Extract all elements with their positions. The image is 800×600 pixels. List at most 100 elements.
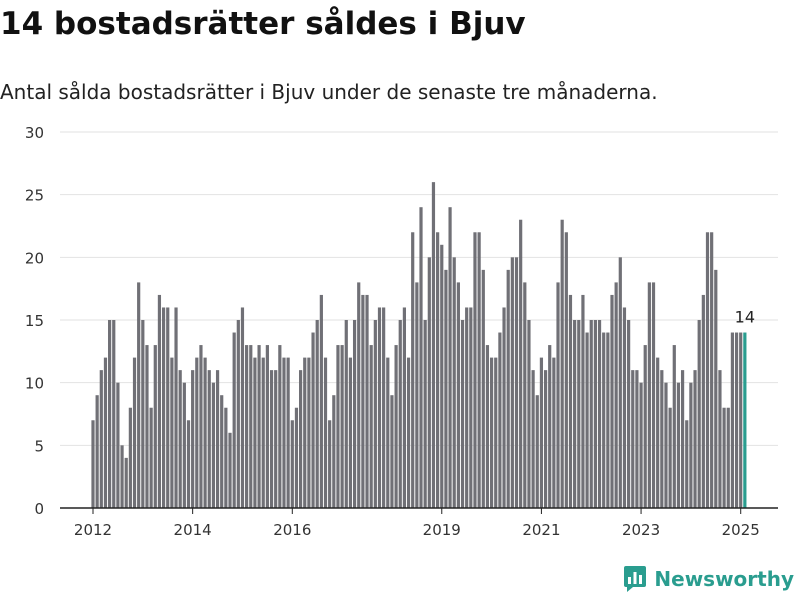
bar xyxy=(614,282,618,508)
bar xyxy=(170,357,174,508)
bar xyxy=(386,357,390,508)
bar xyxy=(514,257,519,508)
bar xyxy=(714,269,718,508)
bar xyxy=(456,282,460,508)
bar xyxy=(419,207,423,508)
bar xyxy=(631,370,635,508)
bar xyxy=(303,357,307,508)
bar xyxy=(602,332,606,508)
page-title: 14 bostadsrätter såldes i Bjuv xyxy=(0,6,526,42)
bar xyxy=(261,357,265,508)
bar xyxy=(286,357,290,508)
bar xyxy=(697,320,701,508)
bar xyxy=(680,370,685,508)
bar xyxy=(660,370,664,508)
bar xyxy=(543,370,548,508)
bar xyxy=(535,395,539,508)
bar xyxy=(427,257,431,508)
bar xyxy=(290,420,294,508)
brand-name: Newsworthy xyxy=(654,567,794,591)
bar xyxy=(573,320,577,508)
bar xyxy=(651,282,656,508)
page-subtitle: Antal sålda bostadsrätter i Bjuv under d… xyxy=(0,80,658,104)
bar xyxy=(365,294,369,508)
x-tick-label: 2012 xyxy=(74,521,112,539)
bar xyxy=(606,332,610,508)
bar xyxy=(149,407,153,508)
bar xyxy=(352,320,357,508)
bar xyxy=(539,357,544,508)
y-tick-label: 10 xyxy=(25,375,44,393)
bar xyxy=(215,370,220,508)
bar xyxy=(477,232,481,508)
bar xyxy=(344,320,348,508)
bar xyxy=(498,332,502,508)
bar xyxy=(274,370,278,508)
bar xyxy=(120,445,124,508)
bar xyxy=(693,370,697,508)
bar xyxy=(639,382,643,508)
bar xyxy=(726,407,730,508)
bar xyxy=(577,320,581,508)
bar xyxy=(734,332,739,508)
bar xyxy=(265,345,269,508)
bar xyxy=(440,244,444,509)
bar xyxy=(377,307,382,508)
bar xyxy=(510,257,514,508)
bar xyxy=(357,282,361,508)
x-tick-label: 2021 xyxy=(522,521,560,539)
bar xyxy=(502,307,506,508)
bar xyxy=(664,382,668,508)
bar xyxy=(132,357,137,508)
bar xyxy=(220,395,224,508)
bar xyxy=(643,345,647,508)
bar xyxy=(494,357,498,508)
newsworthy-logo-icon xyxy=(624,566,647,592)
bar xyxy=(328,420,332,508)
bar xyxy=(207,370,211,508)
bar xyxy=(369,345,373,508)
bar xyxy=(311,332,315,508)
bar xyxy=(701,294,705,508)
bar xyxy=(481,269,485,508)
bar xyxy=(743,332,747,508)
bar xyxy=(635,370,639,508)
bar xyxy=(568,294,573,508)
annotations: 14 xyxy=(735,308,755,327)
bar xyxy=(668,407,672,508)
bar xyxy=(141,320,145,508)
bar xyxy=(91,420,95,508)
bar xyxy=(531,370,535,508)
bar xyxy=(597,320,602,508)
bar xyxy=(473,232,477,508)
y-axis: 0 5 10 15 20 25 30 xyxy=(25,124,44,518)
bar xyxy=(211,382,216,508)
bar xyxy=(398,320,402,508)
y-tick-label: 0 xyxy=(34,500,44,518)
bar xyxy=(315,320,319,508)
bar xyxy=(489,357,494,508)
bar xyxy=(361,294,365,508)
bar xyxy=(685,420,689,508)
bar xyxy=(656,357,660,508)
bar xyxy=(390,395,394,508)
data-label: 14 xyxy=(735,308,755,327)
bar xyxy=(411,232,415,508)
bar xyxy=(348,357,353,508)
bar xyxy=(336,345,340,508)
bar xyxy=(718,370,722,508)
bar xyxy=(730,332,735,508)
y-tick-label: 25 xyxy=(25,187,44,205)
bar xyxy=(448,207,452,508)
bar xyxy=(278,345,282,508)
x-axis: 2012 2014 2016 2019 2021 2023 2025 xyxy=(60,507,778,539)
bar xyxy=(672,345,676,508)
bar xyxy=(161,307,166,508)
bar xyxy=(112,320,116,508)
bar xyxy=(436,232,440,508)
bar xyxy=(282,357,286,508)
bar xyxy=(99,370,103,508)
bar xyxy=(108,320,112,508)
bar xyxy=(166,307,170,508)
bar xyxy=(523,282,527,508)
